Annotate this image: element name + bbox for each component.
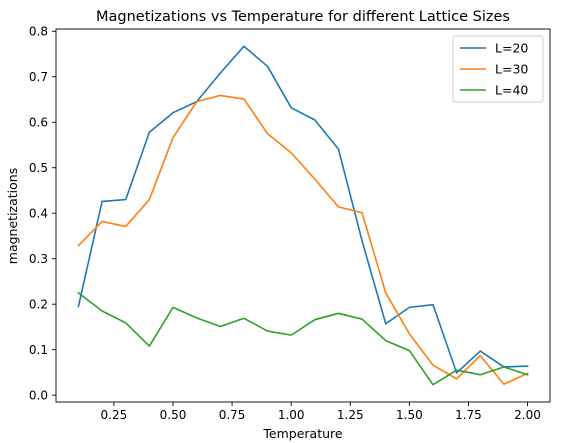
plot-frame [55,28,551,403]
x-tick-label: 0.75 [219,408,246,422]
y-tick-label: 0.8 [29,25,48,39]
series-line-l-30 [77,94,529,386]
y-tick-label: 0.5 [29,161,48,175]
x-tick-label: 1.75 [455,408,482,422]
legend-label: L=20 [495,41,528,56]
y-tick-label: 0.3 [29,252,48,266]
x-tick-label: 0.50 [160,408,187,422]
legend-box [452,35,544,103]
x-tick-label: 2.00 [514,408,541,422]
x-tick-label: 1.00 [278,408,305,422]
legend-label: L=30 [495,62,528,77]
y-tick-label: 0.1 [29,343,48,357]
chart-title: Magnetizations vs Temperature for differ… [96,9,510,25]
series-line-l-40 [77,291,529,386]
series-lines [77,45,529,386]
legend-label: L=40 [495,83,528,98]
y-tick-label: 0.0 [29,388,48,402]
y-tick-label: 0.4 [29,207,48,221]
x-tick-label: 1.50 [396,408,423,422]
x-axis-label: Temperature [262,426,342,441]
x-tick-label: 0.25 [101,408,128,422]
axis-ticks: 0.25 0.50 0.75 1.00 1.25 1.50 1.75 2.00 0.0 0.1 0.… [29,25,541,422]
y-tick-label: 0.7 [29,70,48,84]
y-tick-label: 0.2 [29,298,48,312]
x-tick-label: 1.25 [337,408,364,422]
y-tick-label: 0.6 [29,116,48,130]
series-line-l-20 [77,45,529,374]
y-axis-label: magnetizations [5,168,20,264]
legend: L=20 L=30 L=40 [452,35,544,103]
